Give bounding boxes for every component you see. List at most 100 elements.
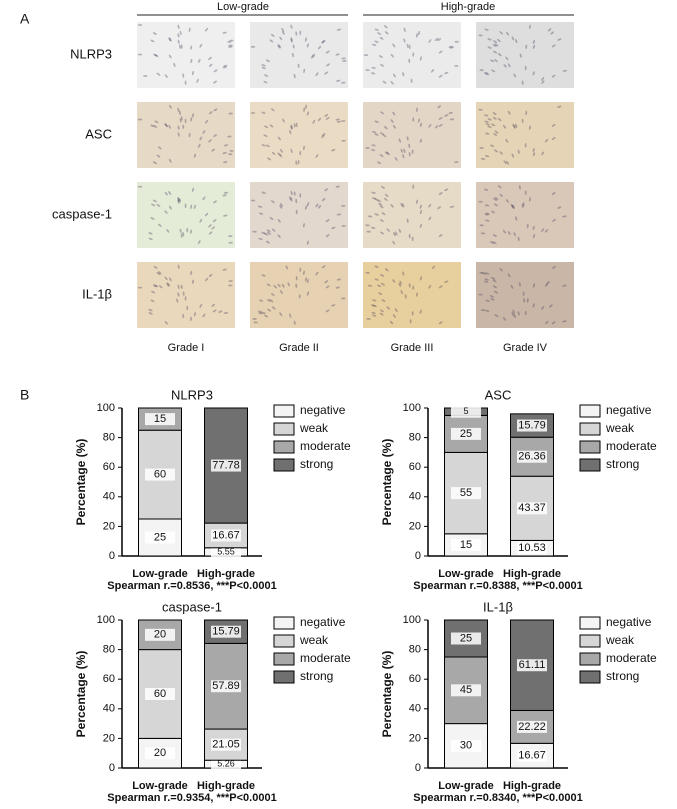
cell: [406, 218, 409, 223]
cell: [494, 59, 498, 63]
cell: [190, 270, 193, 276]
cell: [393, 232, 396, 237]
cell: [228, 241, 233, 244]
label-bg: [451, 739, 481, 752]
value-label: 30: [460, 740, 472, 752]
cell: [158, 271, 162, 275]
cell: [394, 308, 398, 313]
cell: [169, 205, 172, 210]
value-label: 25: [154, 531, 166, 543]
label-bg: [451, 632, 481, 645]
cell: [168, 191, 172, 195]
cell: [515, 123, 518, 128]
cell: [485, 123, 490, 126]
cell: [306, 278, 309, 284]
cell: [371, 66, 376, 69]
cell: [189, 229, 192, 234]
cell: [484, 213, 489, 216]
cell: [494, 149, 498, 153]
cell: [483, 114, 489, 117]
cell: [549, 304, 553, 308]
cell: [150, 124, 155, 128]
label-bg: [211, 758, 241, 771]
label-bg: [211, 545, 241, 558]
cell: [449, 46, 455, 49]
cell: [494, 203, 498, 207]
value-label: 57.89: [212, 680, 240, 692]
cell: [271, 292, 275, 297]
cell: [335, 286, 340, 289]
value-label: 10.53: [518, 542, 546, 554]
cell: [208, 56, 212, 61]
micrograph: [363, 22, 461, 88]
cell: [148, 232, 153, 235]
label-bg: [211, 680, 241, 693]
cell: [371, 191, 376, 194]
cell: [417, 30, 421, 36]
cell: [480, 157, 486, 160]
cell: [148, 312, 153, 315]
cell: [341, 297, 346, 300]
legend-swatch: [273, 422, 295, 436]
y-tick-label: 100: [403, 402, 421, 414]
cell: [324, 113, 329, 117]
y-axis-label: Percentage (%): [74, 651, 88, 738]
cell: [365, 224, 370, 227]
cell: [492, 112, 497, 115]
cell: [532, 283, 536, 288]
cell: [156, 72, 161, 76]
cell: [186, 227, 189, 233]
cell: [523, 298, 525, 303]
cell: [336, 28, 342, 31]
cell: [204, 212, 209, 217]
x-tick-label: High-grade: [197, 568, 255, 580]
y-tick-label: 0: [415, 550, 421, 562]
cell: [489, 241, 495, 244]
cell: [505, 56, 509, 61]
cell: [341, 81, 346, 84]
cell: [511, 204, 515, 209]
cell: [406, 43, 409, 49]
cell: [331, 226, 336, 230]
cell: [177, 132, 180, 137]
cell: [512, 309, 515, 314]
cell: [392, 240, 396, 245]
cell: [190, 58, 193, 64]
cell: [213, 108, 218, 112]
cell: [177, 199, 180, 204]
cell: [394, 156, 398, 161]
cell: [293, 73, 296, 79]
cell: [137, 286, 143, 289]
micrograph: [476, 182, 574, 248]
cell: [438, 321, 443, 325]
cell: [438, 285, 443, 289]
y-axis-label: Percentage (%): [380, 439, 394, 526]
cell: [524, 310, 527, 316]
cell: [277, 44, 281, 48]
cell: [551, 321, 556, 325]
cell: [223, 312, 229, 315]
cell: [522, 291, 525, 296]
cell: [269, 216, 274, 220]
cell: [277, 136, 281, 141]
cell: [168, 37, 172, 42]
cell: [295, 276, 298, 281]
label-bg: [517, 542, 547, 555]
cell: [198, 58, 201, 63]
cell: [178, 198, 181, 203]
cell: [494, 130, 499, 134]
legend-swatch: [579, 670, 601, 684]
cell: [258, 237, 263, 240]
cell: [380, 132, 384, 136]
cell: [497, 117, 502, 122]
y-tick-label: 80: [103, 644, 115, 656]
legend-swatch: [579, 440, 601, 454]
cell: [526, 223, 529, 229]
cell: [419, 276, 423, 281]
cell: [177, 197, 180, 202]
cell: [493, 116, 497, 120]
cell: [213, 134, 217, 138]
cell: [271, 306, 276, 310]
cell: [377, 199, 382, 203]
